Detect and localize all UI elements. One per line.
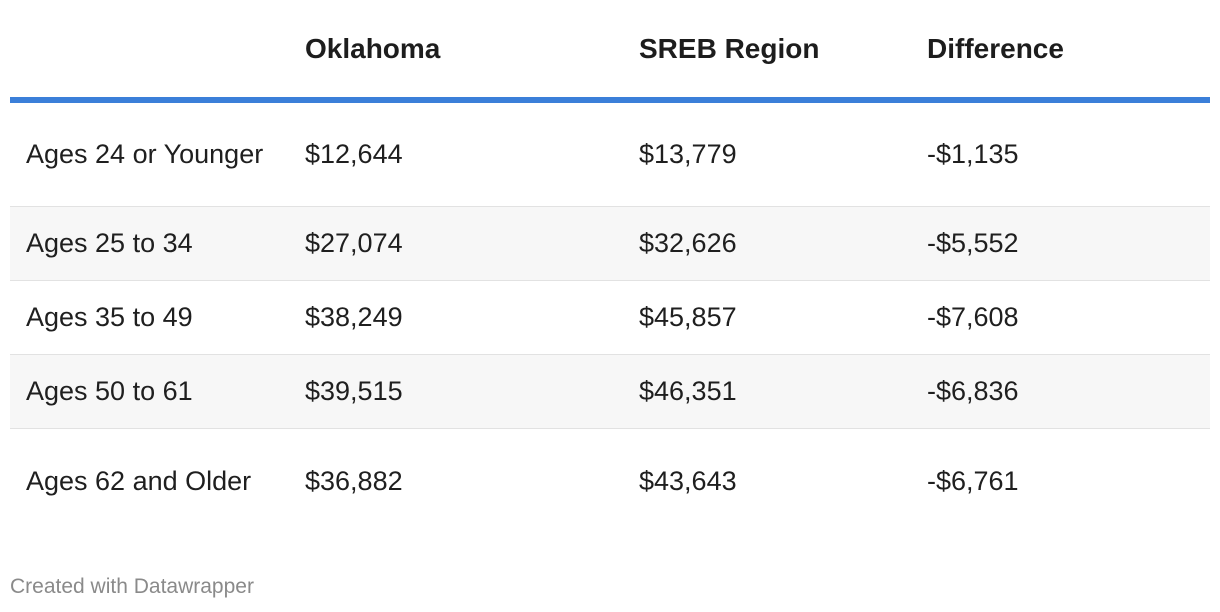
cell-oklahoma: $39,515 bbox=[288, 354, 623, 429]
header-cell-difference: Difference bbox=[911, 0, 1210, 103]
cell-sreb: $46,351 bbox=[623, 354, 911, 429]
cell-difference: -$7,608 bbox=[911, 280, 1210, 355]
cell-oklahoma: $27,074 bbox=[288, 206, 623, 281]
cell-sreb: $32,626 bbox=[623, 206, 911, 281]
cell-difference: -$6,761 bbox=[927, 466, 1019, 497]
table-row: Ages 50 to 61 $39,515 $46,351 -$6,836 bbox=[10, 354, 1210, 429]
table-row: Ages 25 to 34 $27,074 $32,626 -$5,552 bbox=[10, 206, 1210, 281]
row-label: Ages 50 to 61 bbox=[10, 354, 288, 429]
data-table-container: Oklahoma SREB Region Difference Ages 24 … bbox=[10, 0, 1210, 534]
cell-difference: -$1,135 bbox=[911, 100, 1210, 207]
cell-sreb: $45,857 bbox=[623, 280, 911, 355]
cell-oklahoma: $38,249 bbox=[288, 280, 623, 355]
row-label: Ages 35 to 49 bbox=[10, 280, 288, 355]
header-row: Oklahoma SREB Region Difference bbox=[10, 0, 1210, 103]
cell-oklahoma: $36,882 bbox=[305, 466, 403, 497]
table-header: Oklahoma SREB Region Difference bbox=[10, 0, 1210, 103]
header-cell-oklahoma: Oklahoma bbox=[288, 0, 623, 103]
row-label: Ages 25 to 34 bbox=[10, 206, 288, 281]
cell-oklahoma: $12,644 bbox=[288, 100, 623, 207]
cell-difference: -$6,836 bbox=[911, 354, 1210, 429]
cell-difference: -$5,552 bbox=[911, 206, 1210, 281]
cell-sreb: $13,779 bbox=[623, 100, 911, 207]
row-label: Ages 62 and Older bbox=[26, 466, 252, 497]
table-row: Ages 62 and Older $36,882 $43,643 -$6,76… bbox=[10, 428, 1210, 534]
table-row: Ages 24 or Younger $12,644 $13,779 -$1,1… bbox=[10, 100, 1210, 207]
header-cell-category bbox=[10, 0, 288, 103]
data-table: Oklahoma SREB Region Difference Ages 24 … bbox=[10, 0, 1210, 534]
table-row: Ages 35 to 49 $38,249 $45,857 -$7,608 bbox=[10, 280, 1210, 355]
header-cell-sreb-region: SREB Region bbox=[623, 0, 911, 103]
cell-sreb: $43,643 bbox=[639, 466, 737, 497]
datawrapper-credit: Created with Datawrapper bbox=[10, 575, 254, 598]
row-label: Ages 24 or Younger bbox=[10, 100, 288, 207]
table-body: Ages 24 or Younger $12,644 $13,779 -$1,1… bbox=[10, 100, 1210, 534]
